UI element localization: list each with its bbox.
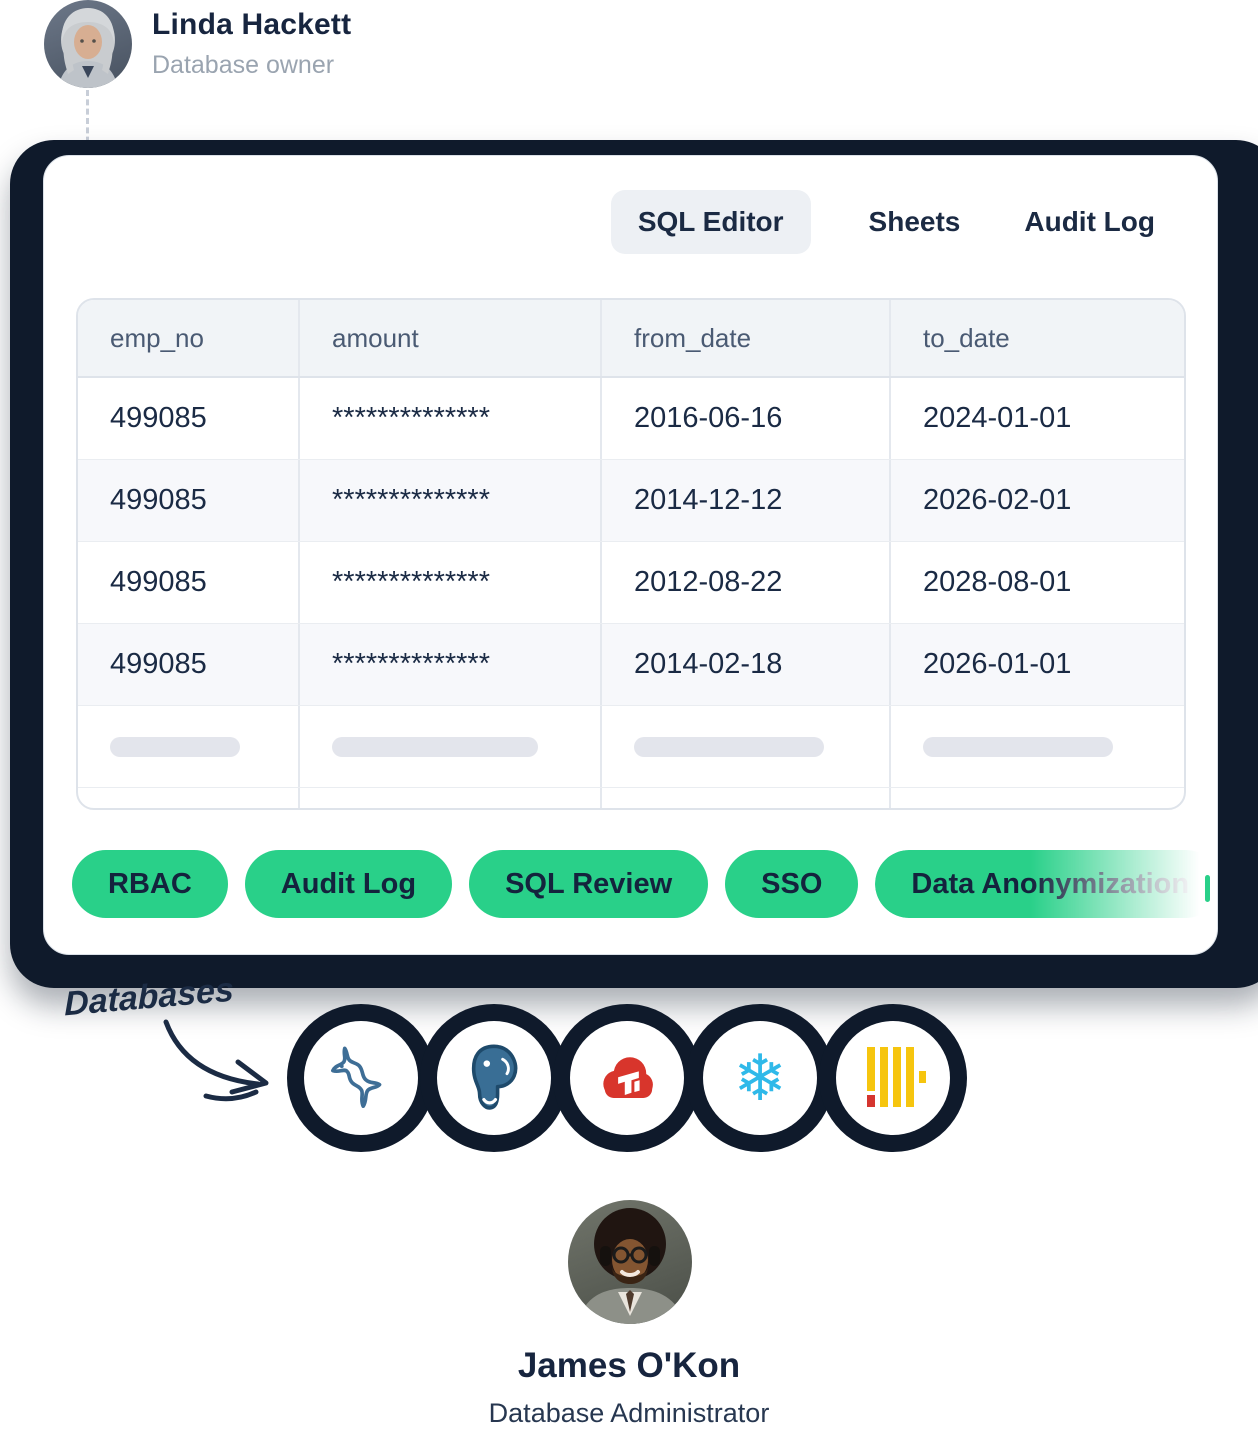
admin-role: Database Administrator [488,1398,770,1428]
owner-name: Linda Hackett [152,8,352,41]
sql-editor-card: SQL Editor Sheets Audit Log emp_no amoun… [43,155,1221,955]
cell-amount-masked: ************** [300,378,602,459]
owner-portrait-illustration [58,8,118,88]
column-header-amount: amount [300,300,602,376]
cell-to-date: 2026-02-01 [923,484,1072,516]
cell-emp-no: 499085 [78,378,300,459]
skeleton-bar [923,736,1113,757]
feature-pill-row: RBAC Audit Log SQL Review SSO Data Anony… [72,850,1221,918]
clickhouse-icon [867,1047,926,1107]
pill-audit-log[interactable]: Audit Log [244,850,453,918]
pill-rbac[interactable]: RBAC [72,850,228,918]
column-header-to-date: to_date [923,322,1010,353]
cell-emp-no: 499085 [78,542,300,623]
skeleton-cell [78,706,300,787]
skeleton-bar [110,736,240,757]
snowflake-icon: ❄ [733,1042,787,1114]
tab-sheets[interactable]: Sheets [868,206,961,237]
cell-amount-masked: ************** [300,542,602,623]
table-row: 499085 ************** 2012-08-22 2028-08… [78,542,1184,624]
skeleton-cell [300,706,602,787]
column-header-from-date: from_date [602,300,891,376]
result-table: emp_no amount from_date to_date 499085 *… [76,298,1186,810]
database-circle-clickhouse [836,1021,950,1135]
database-circle-snowflake: ❄ [703,1021,817,1135]
cell-from-date: 2014-12-12 [602,460,891,541]
hand-drawn-arrow-icon [163,1019,269,1102]
database-circle-postgresql [437,1021,551,1135]
skeleton-cell [891,706,1184,787]
owner-role: Database owner [152,51,335,79]
cell-to-date: 2026-01-01 [923,648,1072,680]
skeleton-cell [602,706,891,787]
postgresql-icon [471,1044,518,1110]
cell-emp-no: 499085 [78,624,300,705]
table-loading-row [78,706,1184,788]
cell-amount-masked: ************** [300,624,602,705]
table-header-row: emp_no amount from_date to_date [78,300,1184,378]
table-empty-row [78,788,1184,808]
skeleton-bar [634,736,824,757]
avatar-database-owner [44,0,132,88]
table-row: 499085 ************** 2014-02-18 2026-01… [78,624,1184,706]
tidb-cloud-icon [603,1057,653,1098]
column-header-emp-no: emp_no [78,300,300,376]
cell-from-date: 2012-08-22 [602,542,891,623]
cell-from-date: 2014-02-18 [602,624,891,705]
next-pill-sliver [1205,875,1210,902]
avatar-database-administrator [568,1200,692,1324]
admin-name: James O'Kon [517,1346,741,1385]
admin-portrait-illustration [578,1208,686,1324]
pill-sql-review[interactable]: SQL Review [469,850,709,918]
skeleton-bar [332,736,538,757]
cell-to-date: 2028-08-01 [923,566,1072,598]
table-row: 499085 ************** 2016-06-16 2024-01… [78,378,1184,460]
database-circle-mysql [304,1021,418,1135]
table-row: 499085 ************** 2014-12-12 2026-02… [78,460,1184,542]
tab-sql-editor[interactable]: SQL Editor [610,190,811,254]
mysql-icon [331,1046,382,1108]
cell-to-date: 2024-01-01 [923,402,1072,434]
pill-sso[interactable]: SSO [725,850,859,918]
dashed-connector [86,90,89,152]
pill-data-anonymization[interactable]: Data Anonymization [875,850,1221,918]
tab-audit-log[interactable]: Audit Log [1024,206,1155,237]
cell-emp-no: 499085 [78,460,300,541]
cell-amount-masked: ************** [300,460,602,541]
cell-from-date: 2016-06-16 [602,378,891,459]
tab-bar: SQL Editor Sheets Audit Log [610,190,1161,254]
database-circle-tidb [570,1021,684,1135]
